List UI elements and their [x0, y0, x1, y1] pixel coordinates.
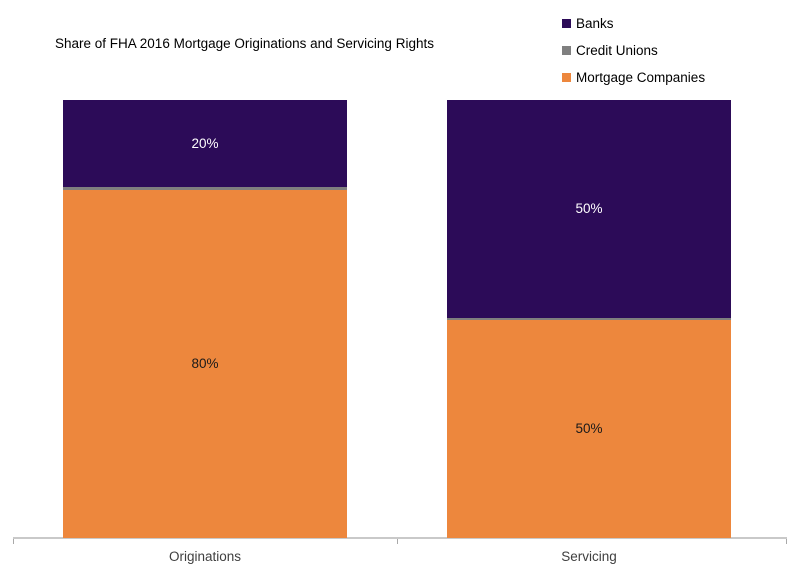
- legend-swatch-mortgage-companies: [562, 73, 571, 82]
- legend-label: Mortgage Companies: [576, 70, 706, 85]
- legend: Banks Credit Unions Mortgage Companies: [562, 10, 705, 91]
- axis-tick-left: [13, 539, 14, 544]
- data-label-mortgage-companies-originations: 80%: [191, 356, 219, 372]
- segment-mortgage-companies-originations: 80%: [63, 190, 347, 538]
- chart-title: Share of FHA 2016 Mortgage Originations …: [55, 36, 434, 51]
- data-label-banks-servicing: 50%: [575, 201, 603, 217]
- axis-tick-right: [786, 539, 787, 544]
- category-label-originations: Originations: [168, 549, 242, 564]
- legend-item-credit-unions: Credit Unions: [562, 37, 705, 64]
- bar-servicing: 50% 50%: [447, 100, 731, 538]
- legend-item-banks: Banks: [562, 10, 705, 37]
- legend-label: Credit Unions: [576, 43, 658, 58]
- legend-item-mortgage-companies: Mortgage Companies: [562, 64, 705, 91]
- axis-tick-center: [397, 539, 398, 544]
- category-label-servicing: Servicing: [561, 549, 617, 564]
- segment-banks-originations: 20%: [63, 100, 347, 187]
- legend-swatch-banks: [562, 19, 571, 28]
- legend-swatch-credit-unions: [562, 46, 571, 55]
- x-axis-line: [13, 537, 787, 539]
- data-label-banks-originations: 20%: [191, 135, 219, 151]
- segment-mortgage-companies-servicing: 50%: [447, 319, 731, 538]
- data-label-mortgage-companies-servicing: 50%: [575, 421, 603, 437]
- segment-credit-unions-originations: [63, 186, 347, 191]
- segment-banks-servicing: 50%: [447, 100, 731, 319]
- segment-credit-unions-servicing: [447, 318, 731, 320]
- bar-originations: 20% 80%: [63, 100, 347, 538]
- legend-label: Banks: [576, 16, 614, 31]
